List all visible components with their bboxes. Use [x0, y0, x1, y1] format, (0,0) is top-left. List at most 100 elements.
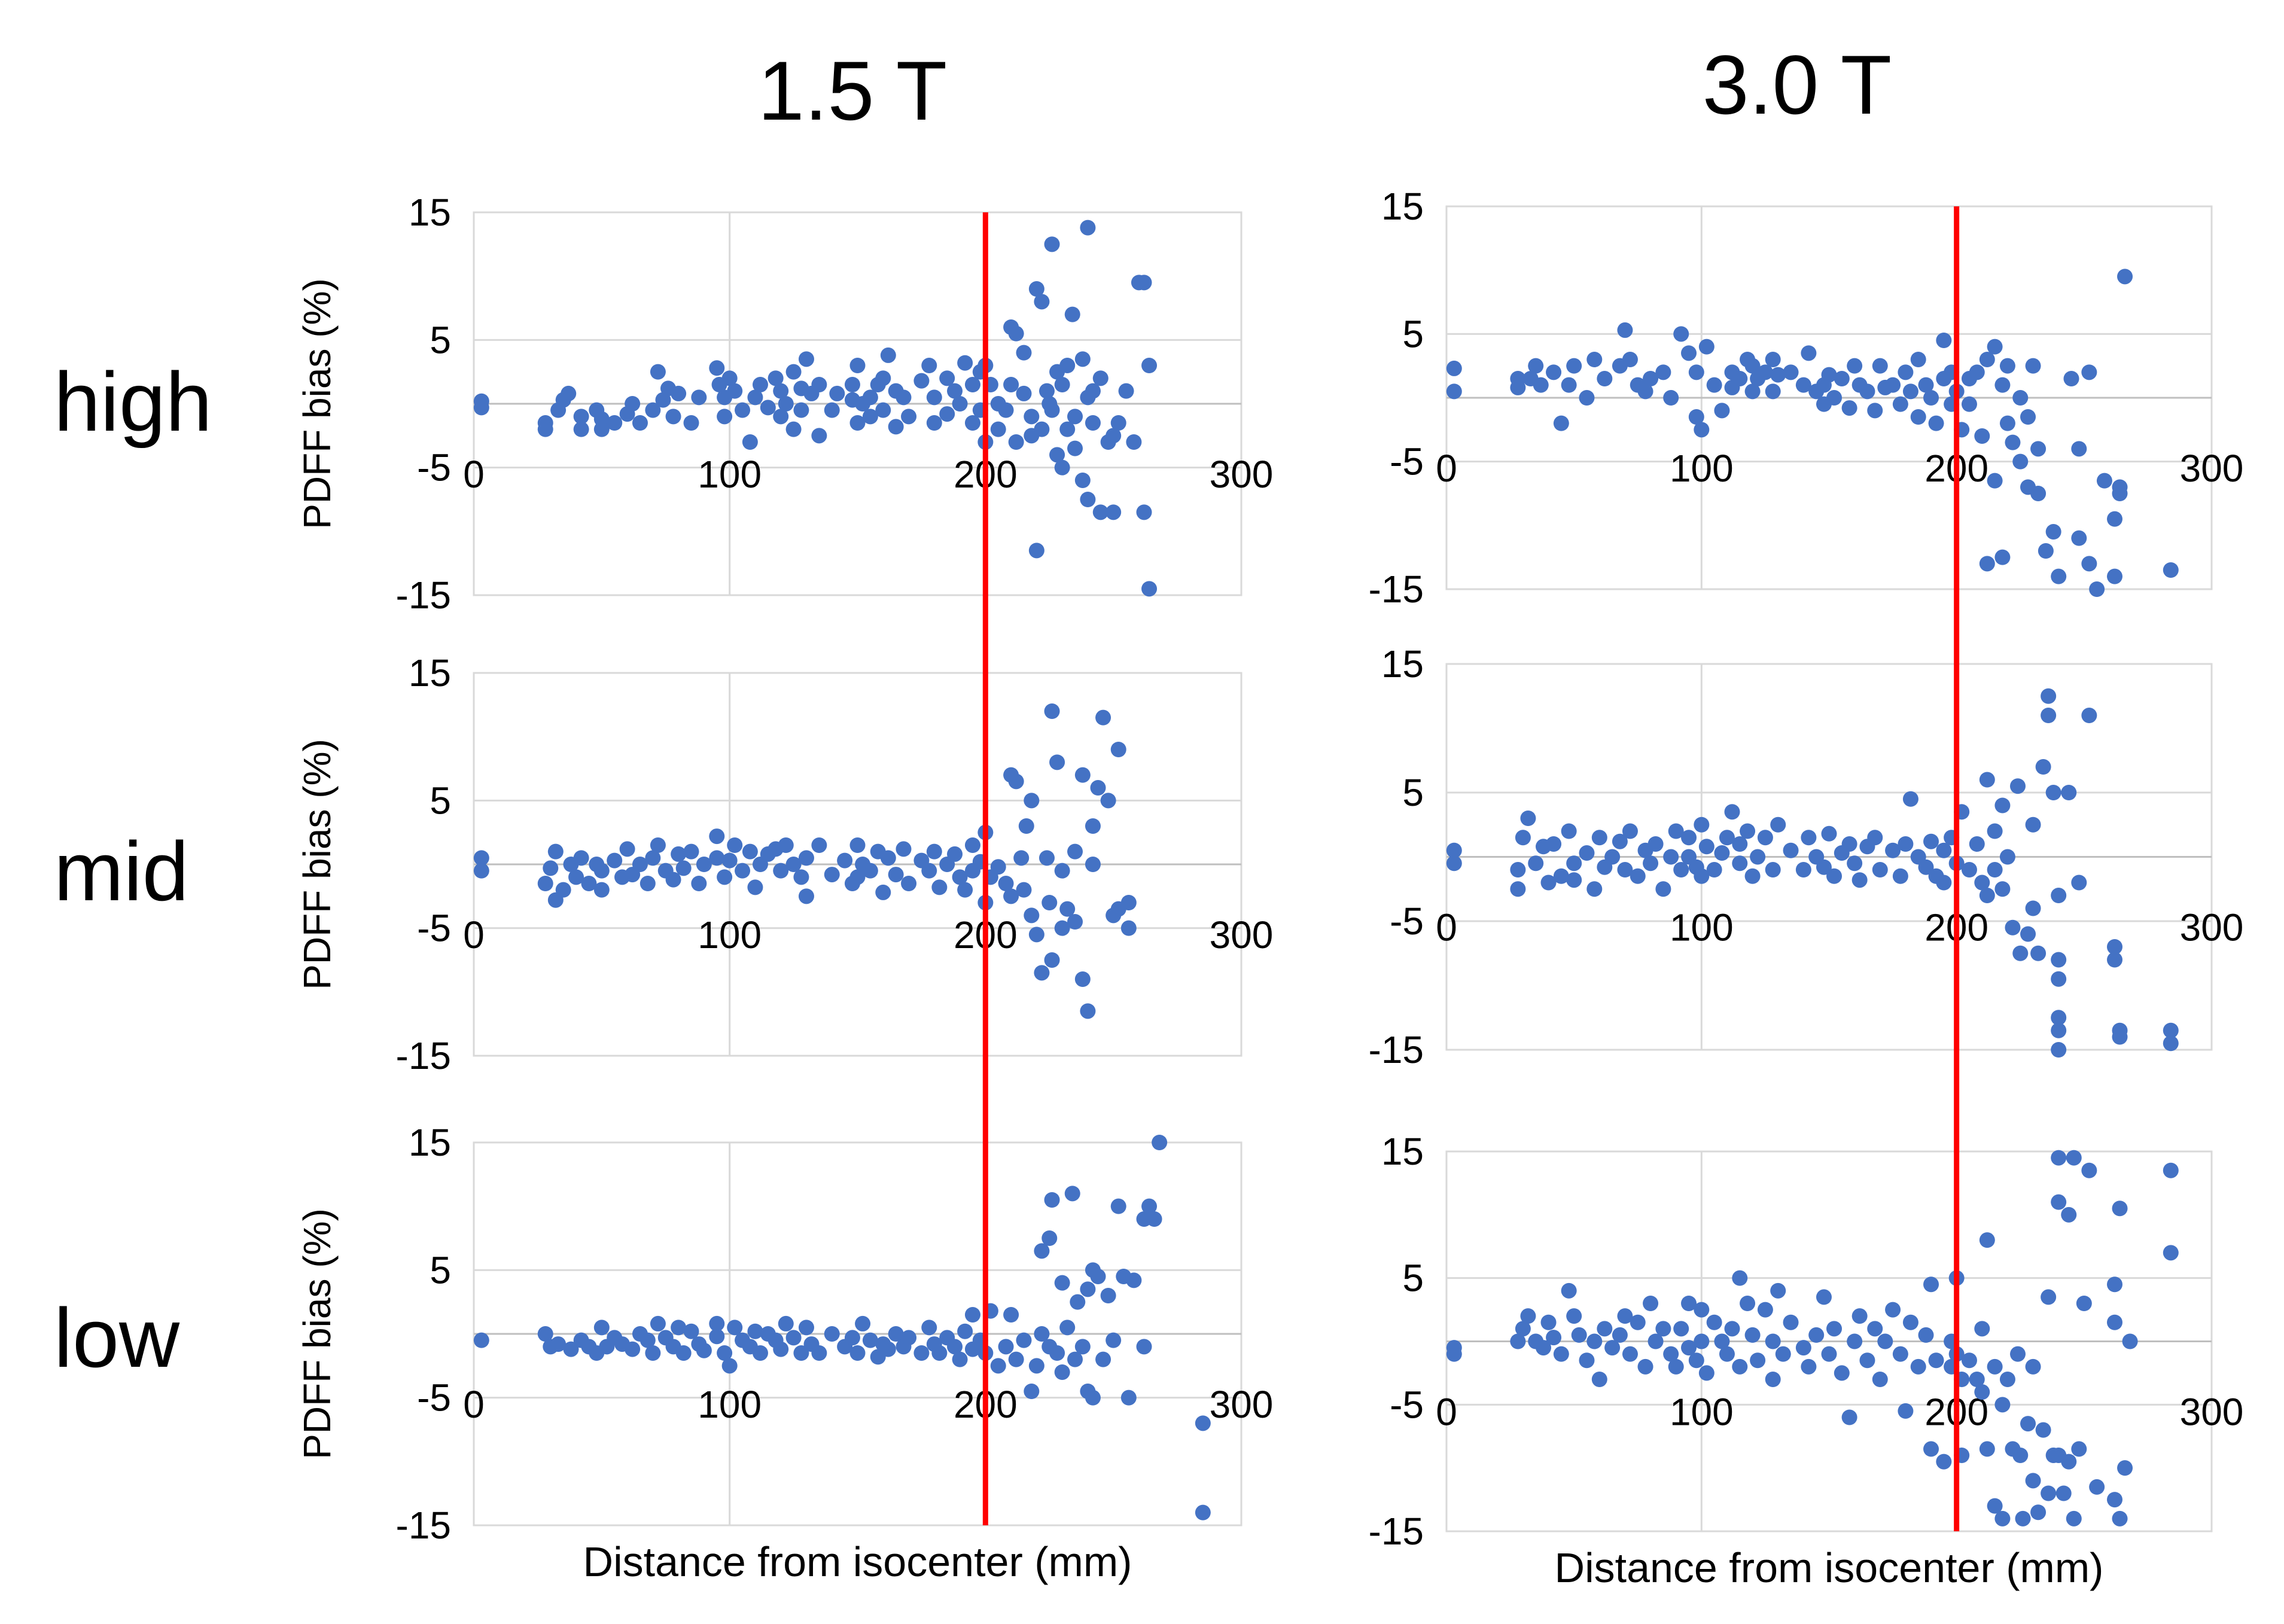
y-tick-label: -15 [396, 1034, 452, 1077]
data-point [561, 385, 577, 401]
data-point [1049, 754, 1065, 770]
data-point [1106, 428, 1122, 444]
data-point [1936, 875, 1952, 891]
data-point [1637, 1358, 1653, 1375]
data-point [1979, 1232, 1995, 1248]
x-tick-label: 0 [463, 913, 485, 956]
data-point [1999, 849, 2015, 865]
data-point [1744, 358, 1761, 374]
data-point [2035, 759, 2051, 775]
data-point [1795, 377, 1811, 393]
data-point [1510, 1333, 1526, 1349]
x-tick-label: 0 [463, 1383, 485, 1426]
data-point [2106, 1314, 2122, 1330]
data-point [901, 409, 917, 425]
y-tick-label: -5 [417, 446, 451, 489]
data-point [964, 415, 980, 431]
data-point [2005, 434, 2021, 450]
data-point [1961, 862, 1977, 877]
data-point [1987, 862, 2003, 877]
data-point [811, 837, 827, 853]
data-point [1586, 1333, 1603, 1349]
data-point [2051, 1194, 2067, 1210]
data-point [1008, 325, 1024, 342]
data-point [1044, 236, 1060, 252]
data-point [849, 869, 866, 885]
data-point [1744, 1327, 1761, 1343]
data-point [1694, 1333, 1710, 1349]
data-point [1923, 1276, 1939, 1293]
data-point [1961, 396, 1977, 412]
data-point [2051, 1022, 2067, 1038]
data-point [607, 852, 623, 869]
x-tick-label: 100 [1670, 1391, 1734, 1434]
y-tick-label: 15 [409, 1121, 451, 1164]
data-point [1054, 863, 1070, 879]
data-point [1847, 358, 1863, 374]
data-point [778, 1315, 794, 1332]
data-point [1074, 351, 1091, 367]
data-point [2041, 1485, 2057, 1501]
data-point [1808, 1327, 1825, 1343]
data-point [1757, 364, 1773, 380]
data-point [2081, 708, 2097, 723]
data-point [1936, 333, 1952, 348]
data-point [1126, 1272, 1142, 1288]
data-point [1910, 352, 1926, 367]
x-tick-label: 300 [1210, 1383, 1274, 1426]
data-point [1028, 927, 1044, 943]
data-point [1719, 830, 1735, 846]
data-point [1141, 358, 1158, 373]
data-point [473, 400, 489, 416]
data-point [543, 860, 559, 876]
data-point [778, 837, 794, 853]
data-point [921, 863, 937, 879]
data-point [747, 1323, 763, 1339]
data-point [1643, 1296, 1659, 1311]
data-point [1118, 383, 1134, 399]
x-axis-label: Distance from isocenter (mm) [583, 1538, 1132, 1585]
data-point [1579, 390, 1595, 406]
data-point [1637, 383, 1653, 400]
data-point [709, 360, 725, 376]
data-point [849, 415, 866, 431]
data-point [593, 863, 610, 879]
data-point [1064, 306, 1080, 322]
data-point [1080, 1003, 1096, 1019]
data-point [709, 1329, 725, 1345]
data-point [1979, 772, 1995, 788]
data-point [1867, 403, 1883, 419]
data-point [1085, 857, 1101, 872]
data-point [1928, 415, 1944, 431]
data-point [1579, 1352, 1595, 1369]
data-point [2005, 919, 2021, 936]
data-point [947, 1339, 963, 1355]
data-point [665, 409, 681, 425]
data-point [1783, 1314, 1799, 1330]
data-point [1622, 352, 1638, 367]
data-point [1750, 1352, 1766, 1369]
data-point [717, 869, 733, 885]
data-point [473, 863, 489, 879]
data-point [1074, 473, 1091, 488]
data-point [2051, 568, 2067, 584]
data-point [829, 385, 845, 401]
chart-1.5T-low: 155-5-150100200300PDFF bias (%)Distance … [296, 1121, 1273, 1585]
data-point [1533, 377, 1549, 393]
y-tick-label: 5 [430, 1248, 451, 1291]
data-point [1092, 504, 1108, 520]
data-point [793, 869, 809, 885]
data-point [1765, 862, 1781, 877]
data-point [1561, 377, 1577, 393]
data-point [547, 843, 564, 860]
data-point [1969, 364, 1985, 380]
data-point [2041, 708, 2057, 723]
data-point [1579, 845, 1595, 861]
data-point [1872, 358, 1888, 374]
data-point [1571, 1327, 1587, 1343]
data-point [2025, 1473, 2041, 1489]
data-point [1110, 1198, 1126, 1214]
x-tick-label: 300 [2180, 906, 2244, 949]
data-point [913, 1345, 930, 1361]
y-axis-label: PDFF bias (%) [296, 739, 339, 990]
